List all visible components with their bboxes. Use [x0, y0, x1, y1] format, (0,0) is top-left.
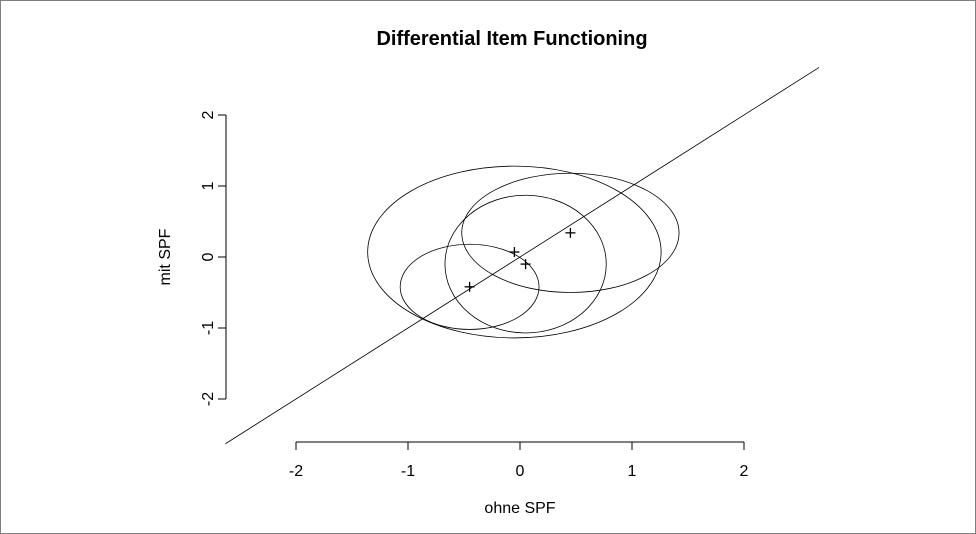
- x-tick-label: -1: [401, 463, 415, 480]
- y-tick-label: -2: [200, 392, 217, 406]
- item-point: [464, 281, 475, 292]
- confidence-ellipses: [367, 165, 680, 339]
- item-point: [565, 227, 576, 238]
- chart-title: Differential Item Functioning: [376, 28, 647, 50]
- confidence-ellipse: [461, 172, 680, 293]
- x-axis-label: ohne SPF: [484, 500, 555, 517]
- x-tick-label: 1: [628, 463, 637, 480]
- y-tick-label: 2: [200, 110, 217, 119]
- y-axis-label: mit SPF: [157, 228, 174, 285]
- y-tick-label: -1: [200, 321, 217, 335]
- confidence-ellipse: [367, 165, 662, 339]
- y-axis: -2 -1 0 1 2: [200, 110, 227, 406]
- confidence-ellipse: [444, 194, 607, 334]
- identity-line: [225, 67, 820, 445]
- x-axis: -2 -1 0 1 2: [289, 441, 749, 480]
- y-tick-label: 1: [200, 181, 217, 190]
- x-tick-label: -2: [289, 463, 303, 480]
- item-point: [520, 259, 531, 270]
- x-tick-label: 0: [516, 463, 525, 480]
- confidence-ellipse: [399, 243, 540, 330]
- y-tick-label: 0: [200, 252, 217, 261]
- item-point: [509, 247, 520, 258]
- item-points: [464, 227, 576, 292]
- x-tick-label: 2: [740, 463, 749, 480]
